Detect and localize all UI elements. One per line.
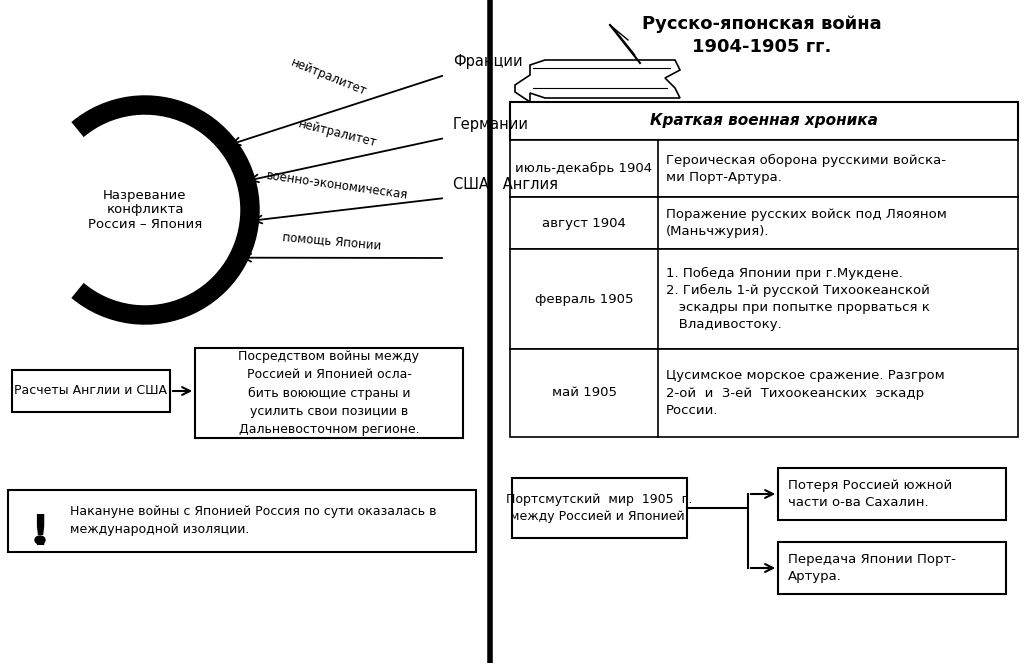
Text: Германии: Германии <box>453 117 529 132</box>
FancyBboxPatch shape <box>8 490 476 552</box>
FancyBboxPatch shape <box>512 478 687 538</box>
Text: Передача Японии Порт-
Артура.: Передача Японии Порт- Артура. <box>788 553 955 583</box>
Text: Героическая оборона русскими войска-
ми Порт-Артура.: Героическая оборона русскими войска- ми … <box>666 153 946 184</box>
Text: Цусимское морское сражение. Разгром
2-ой  и  3-ей  Тихоокеанских  эскадр
России.: Цусимское морское сражение. Разгром 2-ой… <box>666 369 945 416</box>
Text: Краткая военная хроника: Краткая военная хроника <box>650 113 878 129</box>
Text: Потеря Россией южной
части о-ва Сахалин.: Потеря Россией южной части о-ва Сахалин. <box>788 479 952 509</box>
FancyBboxPatch shape <box>510 197 1018 249</box>
Text: август 1904: август 1904 <box>542 217 626 229</box>
FancyBboxPatch shape <box>510 102 1018 140</box>
Ellipse shape <box>35 536 45 544</box>
Text: Накануне войны с Японией Россия по сути оказалась в
международной изоляции.: Накануне войны с Японией Россия по сути … <box>70 505 436 536</box>
Text: Назревание
конфликта
Россия – Япония: Назревание конфликта Россия – Япония <box>88 188 202 231</box>
FancyBboxPatch shape <box>510 349 1018 437</box>
Text: февраль 1905: февраль 1905 <box>535 292 633 306</box>
Text: Расчеты Англии и США: Расчеты Англии и США <box>14 385 168 398</box>
Text: нейтралитет: нейтралитет <box>289 56 369 98</box>
Text: нейтралитет: нейтралитет <box>297 117 378 150</box>
FancyBboxPatch shape <box>195 348 463 438</box>
Text: Русско-японская война
1904-1905 гг.: Русско-японская война 1904-1905 гг. <box>642 15 882 56</box>
FancyBboxPatch shape <box>510 140 1018 197</box>
Text: май 1905: май 1905 <box>552 387 616 400</box>
Text: помощь Японии: помощь Японии <box>282 230 382 252</box>
Text: июль-декабрь 1904: июль-декабрь 1904 <box>515 162 652 175</box>
FancyBboxPatch shape <box>12 370 170 412</box>
FancyBboxPatch shape <box>778 542 1006 594</box>
Text: Франции: Франции <box>453 54 522 69</box>
FancyBboxPatch shape <box>510 249 1018 349</box>
PathPatch shape <box>515 60 680 102</box>
Text: Портсмутский  мир  1905  г.
между Россией и Японией.: Портсмутский мир 1905 г. между Россией и… <box>507 493 692 523</box>
Text: США,  Англия: США, Англия <box>453 177 558 192</box>
Text: !: ! <box>31 512 49 554</box>
Text: Поражение русских войск под Ляояном
(Маньчжурия).: Поражение русских войск под Ляояном (Ман… <box>666 208 947 238</box>
Text: 1. Победа Японии при г.Мукдене.
2. Гибель 1-й русской Тихоокеанской
   эскадры п: 1. Победа Японии при г.Мукдене. 2. Гибел… <box>666 267 930 331</box>
FancyBboxPatch shape <box>778 468 1006 520</box>
Text: Посредством войны между
Россией и Японией осла-
бить воюющие страны и
усилить св: Посредством войны между Россией и Японие… <box>239 351 420 436</box>
Text: военно-экономическая: военно-экономическая <box>265 168 409 202</box>
